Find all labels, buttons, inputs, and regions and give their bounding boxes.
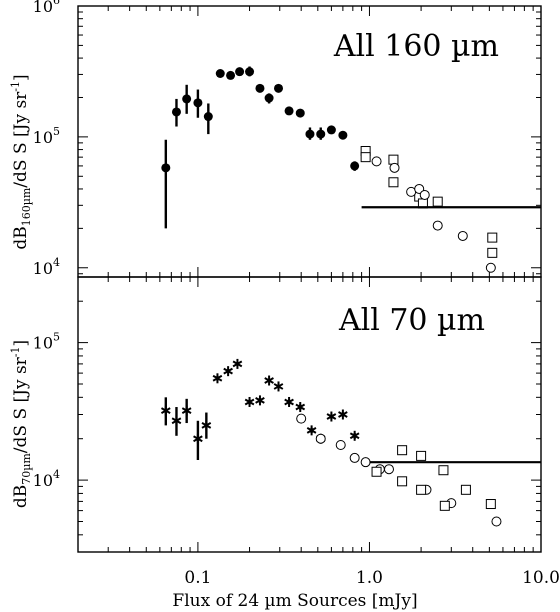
data-point-open-circle (371, 156, 382, 167)
panel-annotation-160: All 160 µm (333, 29, 499, 64)
y-tick-label: 106 (33, 0, 60, 16)
data-point-asterisk (295, 402, 306, 413)
panel-annotation-70: All 70 µm (338, 303, 485, 338)
asterisk-stroke (295, 403, 306, 411)
panel-160um: 104 105 106 (33, 0, 542, 278)
data-point-asterisk (193, 433, 203, 444)
data-point-filled-circle (326, 125, 336, 135)
data-point-open-circle (389, 162, 400, 173)
data-point-open-circle (335, 440, 346, 451)
y-tick-label: 105 (33, 125, 60, 147)
asterisk-stroke (223, 367, 233, 375)
data-point-asterisk (212, 373, 223, 384)
asterisk-stroke (349, 432, 360, 440)
data-point-open-square (432, 196, 443, 207)
data-point-filled-circle (274, 83, 284, 93)
asterisk-stroke (171, 417, 182, 425)
data-point-filled-circle (193, 98, 203, 108)
data-point-open-circle (296, 413, 307, 424)
asterisk-stroke (181, 407, 192, 415)
data-point-filled-circle (350, 161, 360, 171)
data-point-open-circle (315, 433, 326, 444)
panel-70um: 104 105 0.1 1.0 10.0 (33, 276, 560, 588)
data-point-open-square (397, 445, 408, 456)
data-point-open-square (416, 484, 427, 495)
data-point-asterisk (160, 405, 171, 416)
data-point-open-square (439, 500, 450, 511)
x-tick-label: 0.1 (184, 568, 211, 588)
data-point-open-square (371, 466, 382, 477)
data-point-asterisk (171, 415, 182, 426)
data-point-open-square (487, 232, 498, 243)
data-point-asterisk (223, 366, 233, 377)
data-point-open-square (360, 152, 371, 163)
data-point-open-square (388, 154, 399, 165)
y-axis-label-70: dB70µm/dS S [Jy sr-1] (9, 340, 33, 508)
y-tick-label: 105 (33, 331, 60, 353)
asterisk-stroke (193, 435, 203, 443)
data-point-filled-circle (203, 112, 213, 122)
data-point-open-circle (349, 452, 360, 463)
data-point-filled-circle (215, 68, 225, 78)
x-tick-label: 10.0 (522, 568, 560, 588)
asterisk-stroke (201, 422, 212, 429)
y-tick-label: 104 (33, 468, 60, 490)
data-point-open-square (388, 177, 399, 188)
data-point-open-circle (383, 464, 394, 475)
data-point-open-circle (457, 230, 468, 241)
data-point-asterisk (306, 425, 317, 436)
asterisk-stroke (264, 377, 274, 384)
data-point-filled-circle (171, 107, 181, 117)
data-point-open-square (487, 247, 498, 258)
data-point-filled-circle (284, 106, 294, 116)
asterisk-stroke (306, 426, 317, 434)
y-tick-label: 104 (33, 256, 60, 278)
data-point-asterisk (244, 396, 255, 407)
data-point-filled-circle (182, 94, 192, 104)
data-point-open-circle (491, 516, 502, 527)
asterisk-stroke (326, 413, 337, 420)
data-point-filled-circle (305, 129, 315, 139)
data-point-filled-circle (245, 67, 255, 77)
data-point-filled-circle (161, 163, 171, 173)
asterisk-stroke (273, 383, 284, 390)
asterisk-stroke (244, 398, 255, 406)
data-point-asterisk (273, 381, 284, 392)
asterisk-stroke (212, 374, 223, 382)
data-point-asterisk (201, 420, 212, 431)
data-point-open-circle (419, 189, 430, 200)
data-point-open-square (397, 476, 408, 487)
data-point-filled-circle (295, 108, 305, 118)
data-point-asterisk (264, 375, 274, 386)
asterisk-stroke (338, 411, 348, 418)
asterisk-stroke (160, 407, 171, 415)
data-point-filled-circle (316, 129, 326, 139)
data-point-open-square (416, 450, 427, 461)
data-point-asterisk (338, 409, 348, 420)
data-point-filled-circle (235, 67, 245, 77)
data-point-asterisk (284, 396, 294, 407)
data-point-filled-circle (338, 130, 348, 140)
data-point-filled-circle (226, 70, 236, 80)
data-point-open-square (485, 499, 496, 510)
data-point-filled-circle (255, 83, 265, 93)
data-point-open-square (438, 465, 449, 476)
data-point-open-circle (432, 220, 443, 231)
data-point-open-square (460, 484, 471, 495)
data-point-asterisk (255, 395, 265, 406)
x-axis-label: Flux of 24 µm Sources [mJy] (172, 591, 417, 611)
x-tick-label: 1.0 (356, 568, 383, 588)
data-point-asterisk (349, 430, 360, 441)
data-point-asterisk (232, 358, 243, 369)
asterisk-stroke (284, 398, 294, 406)
asterisk-stroke (255, 397, 265, 404)
data-point-filled-circle (264, 93, 274, 103)
data-point-open-circle (360, 457, 371, 468)
data-point-open-circle (485, 262, 496, 273)
data-point-asterisk (326, 411, 337, 422)
asterisk-stroke (232, 360, 243, 368)
data-point-asterisk (181, 405, 192, 416)
y-axis-label-160: dB160µm/dS S [Jy sr-1] (9, 74, 33, 249)
